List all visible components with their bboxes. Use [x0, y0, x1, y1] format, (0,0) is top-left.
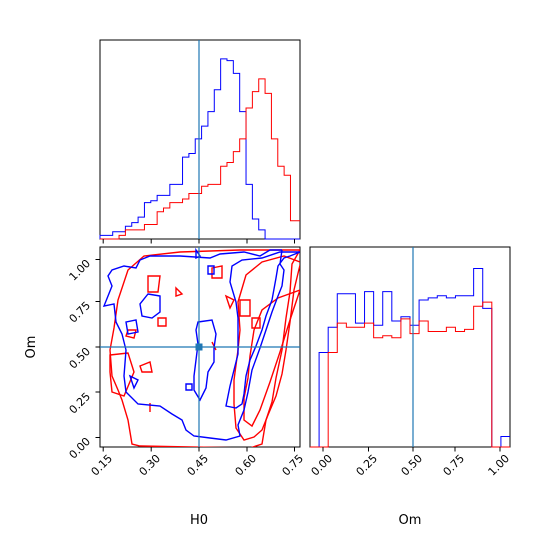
hist-Om-xticks	[322, 447, 501, 452]
xtick-label: 0.75	[441, 452, 468, 479]
xtick-label: 1.00	[486, 452, 513, 479]
xtick-label: 0.50	[399, 452, 426, 479]
hist-H0-series	[99, 58, 300, 240]
x-axis-label-H0: H0	[190, 513, 208, 528]
contour-red-island-7	[224, 294, 235, 310]
histogram-step-sample_a	[99, 58, 300, 240]
contour-red-island-4	[175, 286, 184, 297]
contour-red-island-3	[157, 317, 167, 327]
xtick-label: 0.45	[185, 452, 212, 479]
contour-red-island-12	[125, 329, 137, 339]
contour-xticks	[102, 447, 295, 452]
contour-blue-hole-7	[195, 247, 202, 260]
contour-blue-hole-2	[139, 293, 161, 319]
contour-red-outer	[109, 249, 300, 447]
y-axis-label-Om: Om	[24, 336, 39, 359]
contour-red-island-1	[109, 352, 135, 397]
contour-blue-inner	[225, 251, 300, 409]
contour-xtick-labels: 0.15 0.30 0.45 0.60 0.75	[89, 452, 307, 479]
contour-blue-hole-4	[207, 265, 215, 275]
panel-contour-H0-Om: 0.15 0.30 0.45 0.60 0.75 0.00 0.25 0.50 …	[24, 246, 307, 528]
panel-hist-H0	[99, 39, 301, 244]
panel-frame-hist-H0	[99, 39, 301, 240]
histogram-step-sample_b	[100, 78, 300, 240]
panel-hist-Om: 0.00 0.25 0.50 0.75 1.00 Om	[309, 246, 513, 528]
ytick-label: 0.75	[67, 299, 94, 326]
x-axis-label-Om: Om	[399, 513, 422, 528]
hist-Om-series	[310, 268, 510, 448]
ytick-label: 1.00	[67, 257, 94, 284]
contour-red-island-2	[147, 275, 161, 293]
contour-blue-hole-5	[185, 383, 193, 391]
xtick-label: 0.30	[137, 452, 164, 479]
xtick-label: 0.60	[233, 452, 260, 479]
xtick-label: 0.25	[354, 452, 381, 479]
xtick-label: 0.00	[309, 452, 336, 479]
contour-red-island-9	[251, 317, 261, 329]
truth-marker	[195, 343, 203, 351]
contour-red-island-8	[239, 299, 251, 317]
xtick-label: 0.15	[89, 452, 116, 479]
contour-red-island-5	[139, 361, 153, 373]
contour-ytick-labels: 0.00 0.25 0.50 0.75 1.00	[67, 257, 94, 462]
ytick-label: 0.00	[67, 435, 94, 462]
hist-Om-xtick-labels: 0.00 0.25 0.50 0.75 1.00	[309, 452, 513, 479]
contour-blue-outer	[102, 249, 285, 441]
ytick-label: 0.25	[67, 390, 94, 417]
hist-H0-xticks	[102, 239, 295, 244]
contour-blue-hole-6	[128, 374, 139, 390]
contour-blue-hole-3	[125, 319, 139, 335]
ytick-label: 0.50	[67, 345, 94, 372]
panel-frame-hist-Om	[309, 246, 511, 448]
histogram-step-sample_b	[310, 301, 510, 448]
xtick-label: 0.75	[280, 452, 307, 479]
contour-yticks	[95, 259, 100, 438]
